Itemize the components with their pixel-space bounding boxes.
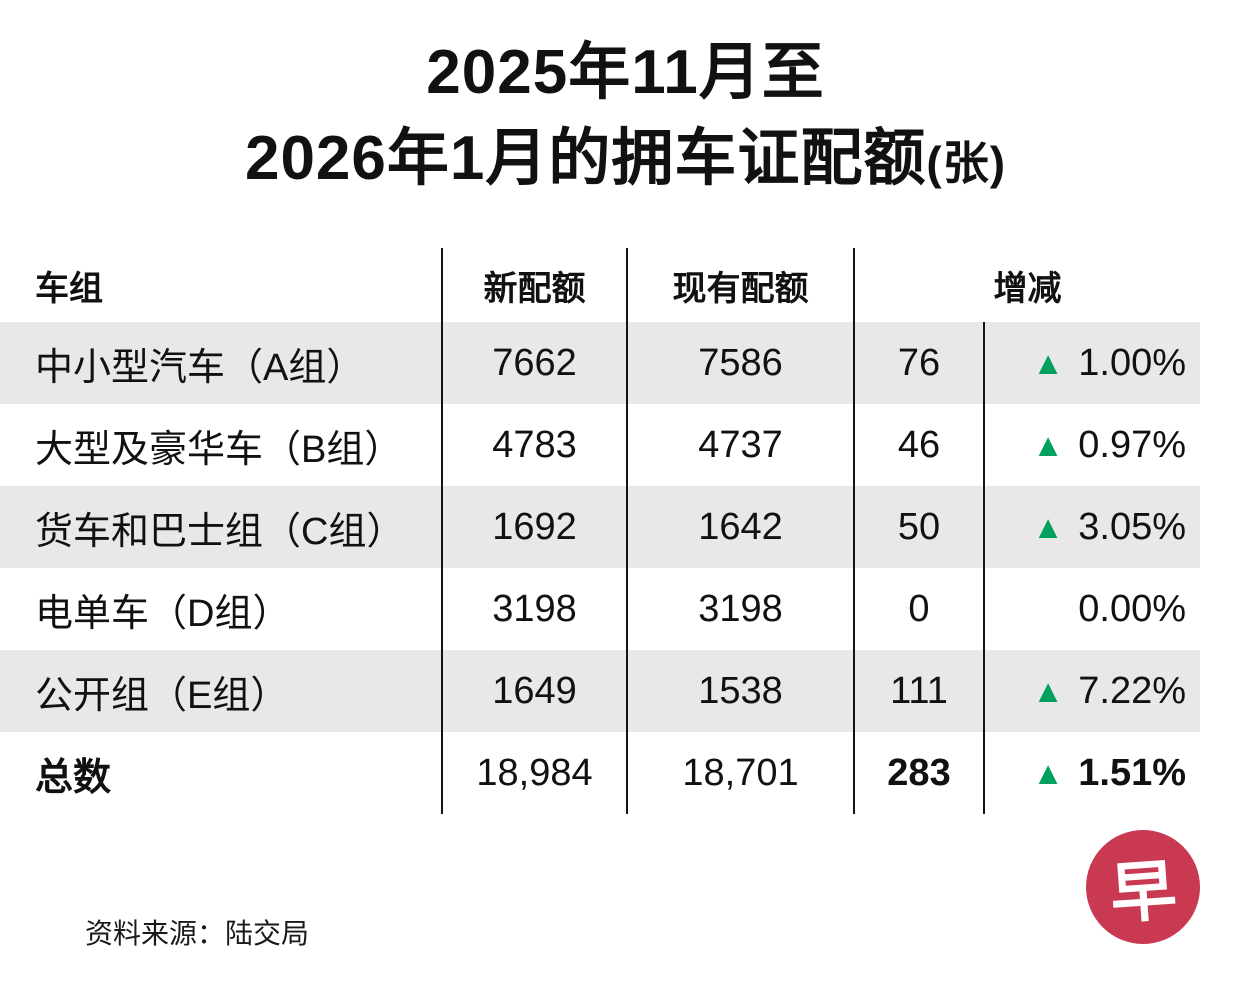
up-triangle-icon: ▲ [1032, 672, 1064, 709]
row-current-quota: 3198 [628, 568, 855, 650]
row-new-quota: 7662 [443, 322, 628, 404]
table-row-total: 总数 18,984 18,701 283 ▲ 1.51% [0, 732, 1200, 814]
row-group-label: 电单车（D组） [0, 568, 443, 650]
row-new-quota: 18,984 [443, 732, 628, 814]
row-change-value: 111 [855, 650, 985, 732]
up-triangle-icon: ▲ [1032, 754, 1064, 791]
row-current-quota: 7586 [628, 322, 855, 404]
row-current-quota: 4737 [628, 404, 855, 486]
percent-value: 0.97% [1078, 423, 1186, 466]
percent-value: 1.00% [1078, 341, 1186, 384]
row-change-percent: ▲ 3.05% [985, 486, 1200, 568]
row-group-label: 中小型汽车（A组） [0, 322, 443, 404]
coe-quota-table: 车组 新配额 现有配额 增减 中小型汽车（A组） 7662 7586 76 ▲ … [0, 248, 1200, 814]
zaobao-logo: 早 [1086, 830, 1200, 944]
percent-value: 3.05% [1078, 505, 1186, 548]
title-line-1: 2025年11月至 [426, 38, 825, 107]
percent-value: 0.00% [1078, 587, 1186, 630]
title-line-2: 2026年1月的拥车证配额(张) [244, 123, 1007, 193]
row-change-value: 283 [855, 732, 985, 814]
row-new-quota: 4783 [443, 404, 628, 486]
table-header-row: 车组 新配额 现有配额 增减 [0, 248, 1200, 322]
row-current-quota: 1642 [628, 486, 855, 568]
row-change-percent: ▲ 1.00% [985, 322, 1200, 404]
row-new-quota: 1692 [443, 486, 628, 568]
title-unit: (张) [926, 136, 1007, 189]
row-change-percent: ▲ 0.97% [985, 404, 1200, 486]
table-row: 大型及豪华车（B组） 4783 4737 46 ▲ 0.97% [0, 404, 1200, 486]
row-change-percent: ▲ 7.22% [985, 650, 1200, 732]
header-current-quota: 现有配额 [628, 248, 855, 322]
table-row: 货车和巴士组（C组） 1692 1642 50 ▲ 3.05% [0, 486, 1200, 568]
header-change: 增减 [993, 269, 1062, 308]
header-group: 车组 [0, 248, 443, 322]
row-change-value: 0 [855, 568, 985, 650]
row-group-label: 货车和巴士组（C组） [0, 486, 443, 568]
table-row: 电单车（D组） 3198 3198 0 0.00% [0, 568, 1200, 650]
row-current-quota: 1538 [628, 650, 855, 732]
row-change-value: 76 [855, 322, 985, 404]
up-triangle-icon: ▲ [1032, 344, 1064, 381]
row-change-value: 50 [855, 486, 985, 568]
row-change-percent: ▲ 1.51% [985, 732, 1200, 814]
percent-value: 7.22% [1078, 669, 1186, 712]
row-new-quota: 3198 [443, 568, 628, 650]
row-change-percent: 0.00% [985, 568, 1200, 650]
table-row: 中小型汽车（A组） 7662 7586 76 ▲ 1.00% [0, 322, 1200, 404]
page-title: 2025年11月至 2026年1月的拥车证配额(张) [0, 0, 1251, 201]
up-triangle-icon: ▲ [1032, 426, 1064, 463]
up-triangle-icon: ▲ [1032, 508, 1064, 545]
zaobao-logo-character: 早 [1107, 852, 1179, 932]
row-change-value: 46 [855, 404, 985, 486]
header-new-quota: 新配额 [443, 248, 628, 322]
row-current-quota: 18,701 [628, 732, 855, 814]
table-row: 公开组（E组） 1649 1538 111 ▲ 7.22% [0, 650, 1200, 732]
row-new-quota: 1649 [443, 650, 628, 732]
row-group-label: 总数 [0, 732, 443, 814]
percent-value: 1.51% [1078, 751, 1186, 794]
row-group-label: 大型及豪华车（B组） [0, 404, 443, 486]
source-note: 资料来源：陆交局 [85, 918, 310, 949]
row-group-label: 公开组（E组） [0, 650, 443, 732]
